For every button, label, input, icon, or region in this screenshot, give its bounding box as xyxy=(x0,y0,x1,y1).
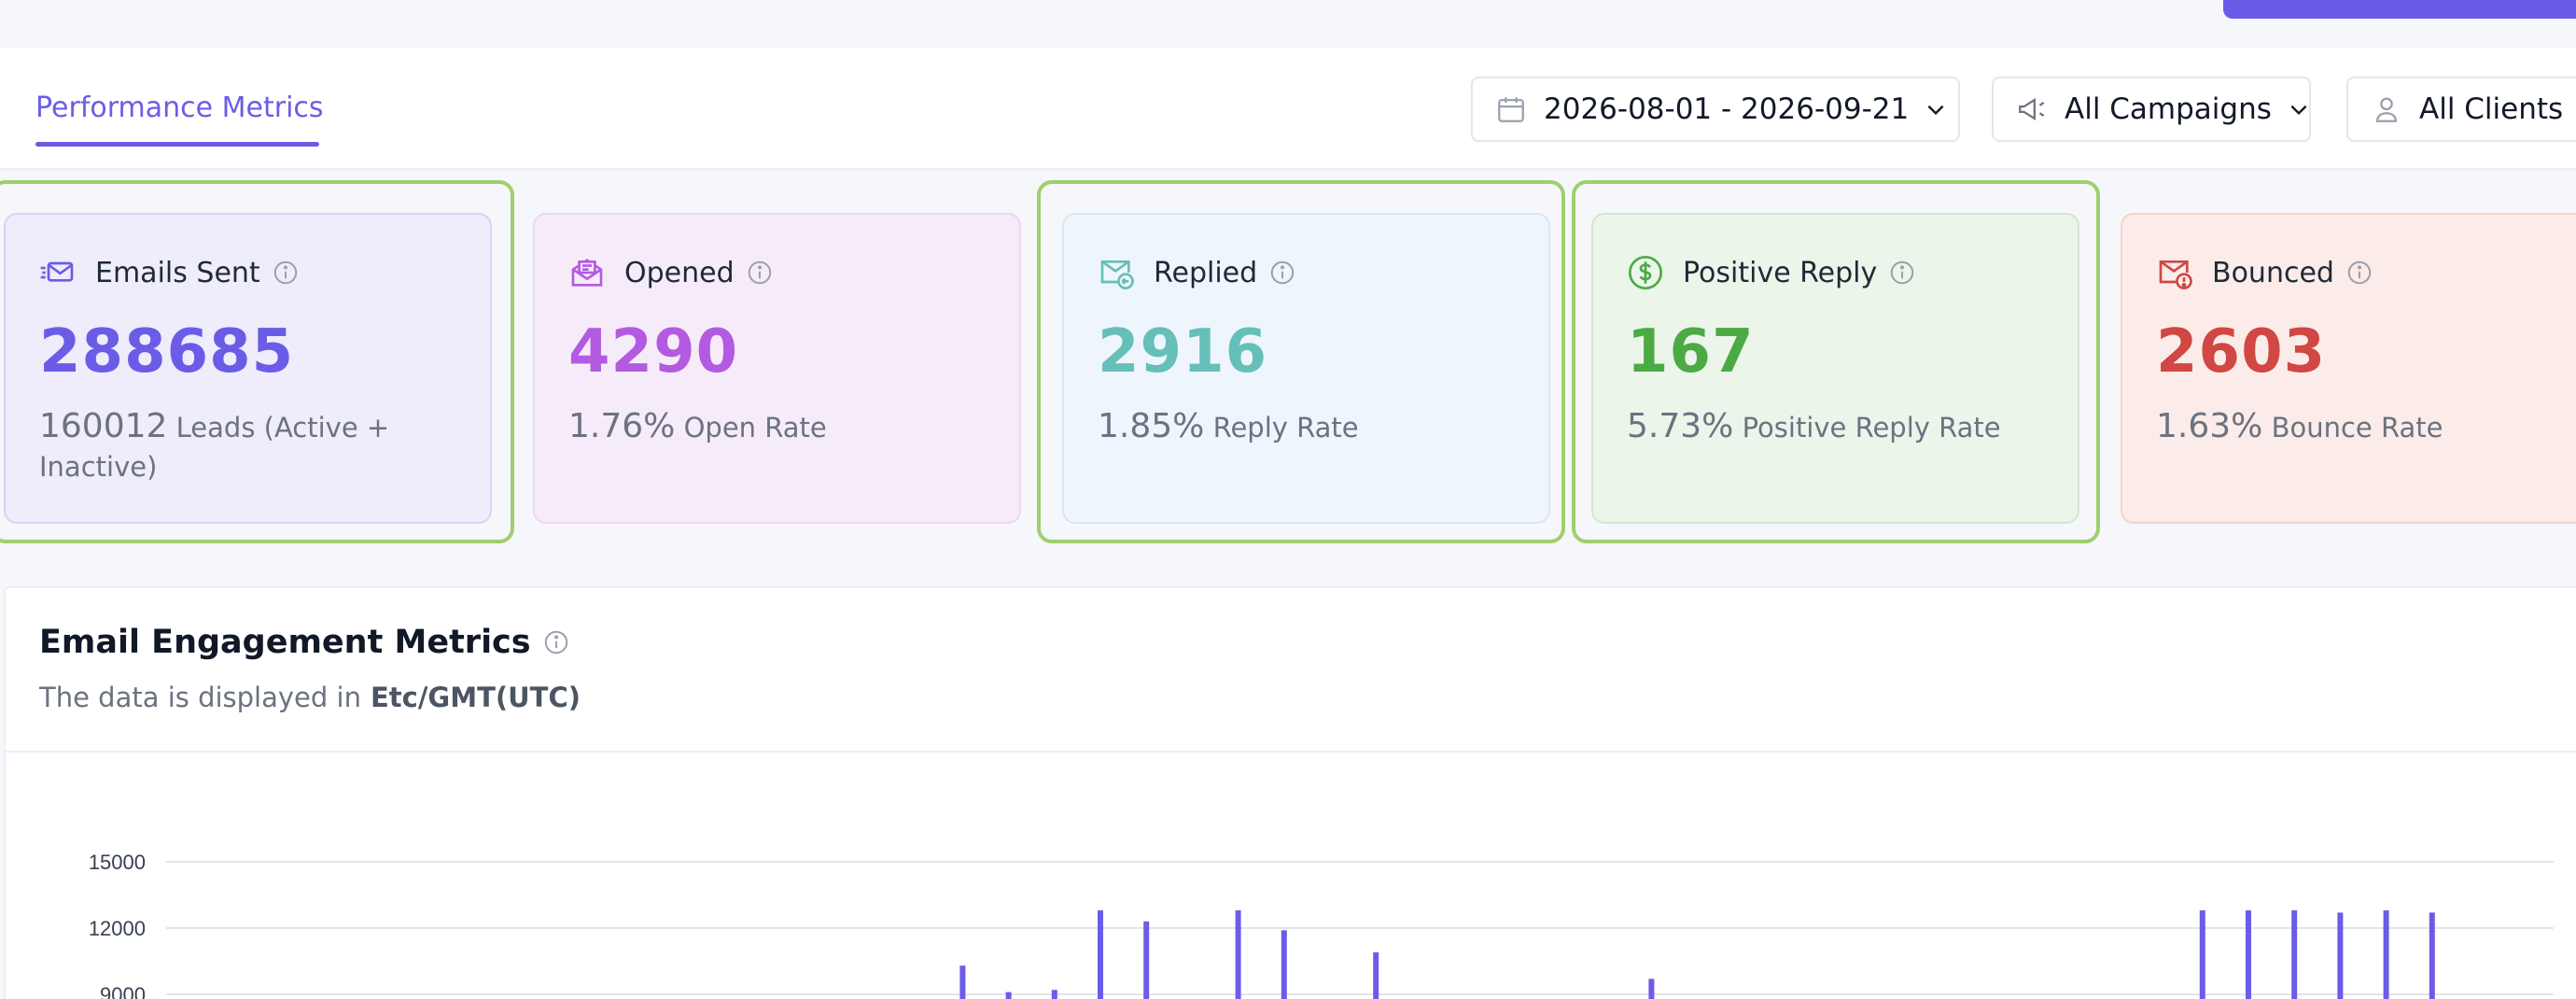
clients-filter[interactable]: All Clients xyxy=(2346,77,2576,142)
replied-card[interactable]: Replied 2916 1.85% Reply Rate xyxy=(1062,213,1550,524)
panel-title-text: Email Engagement Metrics xyxy=(39,624,531,661)
info-icon[interactable] xyxy=(1888,259,1916,287)
email-send-icon xyxy=(39,254,77,291)
info-icon[interactable] xyxy=(2345,259,2373,287)
chart-bar[interactable] xyxy=(1005,992,1012,999)
top-action-button[interactable] xyxy=(2223,0,2576,19)
chart-bar[interactable] xyxy=(1098,910,1103,999)
timezone-note: The data is displayed in Etc/GMT(UTC) xyxy=(39,682,581,713)
card-highlight-replied xyxy=(1037,180,1565,543)
chart-bar[interactable] xyxy=(1373,952,1379,999)
panel-divider xyxy=(6,751,2576,753)
card-subtext: 1.85% Reply Rate xyxy=(1098,407,1520,447)
card-title: Positive Reply xyxy=(1683,256,1878,289)
chart-bar[interactable] xyxy=(1051,990,1057,999)
card-value: 2916 xyxy=(1098,317,1268,387)
chart-bar[interactable] xyxy=(1235,910,1241,999)
chart-bar[interactable] xyxy=(2246,910,2251,999)
tab-performance-metrics[interactable]: Performance Metrics xyxy=(35,91,324,124)
card-sub-label: Positive Reply Rate xyxy=(1742,412,2001,443)
active-tab-indicator xyxy=(35,142,319,147)
timezone-prefix: The data is displayed in xyxy=(39,682,361,713)
card-sub-value: 1.63% xyxy=(2156,407,2263,445)
card-sub-label: Open Rate xyxy=(683,412,827,443)
card-value: 2603 xyxy=(2156,317,2327,387)
card-title: Bounced xyxy=(2212,256,2334,289)
card-highlight-positive-reply xyxy=(1572,180,2100,543)
chevron-down-icon xyxy=(2287,97,2311,121)
panel-title: Email Engagement Metrics xyxy=(39,624,570,661)
y-tick-label: 12000 xyxy=(89,917,146,940)
card-sub-value: 5.73% xyxy=(1627,407,1734,445)
email-alert-icon xyxy=(2156,254,2193,291)
card-subtext: 5.73% Positive Reply Rate xyxy=(1627,407,2050,447)
timezone-value: Etc/GMT(UTC) xyxy=(370,682,581,713)
email-reply-icon xyxy=(1098,254,1135,291)
card-sub-value: 1.85% xyxy=(1098,407,1205,445)
info-icon[interactable] xyxy=(272,259,300,287)
info-icon[interactable] xyxy=(1268,259,1296,287)
date-range-value: 2026-08-01 - 2026-09-21 xyxy=(1544,92,1910,126)
chart-bar[interactable] xyxy=(2199,910,2205,999)
card-sub-value: 1.76% xyxy=(568,407,676,445)
positive-reply-card[interactable]: Positive Reply 167 5.73% Positive Reply … xyxy=(1591,213,2079,524)
top-strip xyxy=(0,0,2576,49)
card-sub-value: 160012 xyxy=(39,407,168,445)
campaigns-value: All Campaigns xyxy=(2065,92,2272,126)
engagement-bar-chart: 15000 12000 9000 xyxy=(89,851,2554,999)
date-range-filter[interactable]: 2026-08-01 - 2026-09-21 xyxy=(1471,77,1960,142)
card-subtext: 1.76% Open Rate xyxy=(568,407,991,447)
toolbar: Performance Metrics 2026-08-01 - 2026-09… xyxy=(0,49,2576,170)
chart-bar[interactable] xyxy=(2291,910,2298,999)
card-highlight-emails-sent xyxy=(0,180,514,543)
chart-bar[interactable] xyxy=(1281,930,1287,999)
info-icon[interactable] xyxy=(746,259,774,287)
envelope-open-icon xyxy=(568,254,606,291)
y-tick-label: 15000 xyxy=(89,851,146,874)
info-icon[interactable] xyxy=(542,628,570,656)
email-engagement-panel: Email Engagement Metrics The data is dis… xyxy=(4,586,2576,999)
card-subtext: 1.63% Bounce Rate xyxy=(2156,407,2576,447)
chart-bar[interactable] xyxy=(2429,912,2435,999)
chart-bar[interactable] xyxy=(2337,912,2344,999)
card-value: 288685 xyxy=(39,317,295,387)
megaphone-icon xyxy=(2016,93,2048,125)
card-value: 167 xyxy=(1627,317,1755,387)
card-sub-label: Leads (Active + Inactive) xyxy=(39,412,390,483)
card-sub-label: Reply Rate xyxy=(1212,412,1359,443)
card-title: Emails Sent xyxy=(95,256,260,289)
chart-bar[interactable] xyxy=(1143,921,1150,999)
card-value: 4290 xyxy=(568,317,739,387)
dollar-circle-icon xyxy=(1627,254,1664,291)
y-tick-label: 9000 xyxy=(100,983,146,999)
opened-card[interactable]: Opened 4290 1.76% Open Rate xyxy=(533,213,1021,524)
chart-bar[interactable] xyxy=(959,965,966,999)
card-sub-label: Bounce Rate xyxy=(2271,412,2443,443)
bounced-card[interactable]: Bounced 2603 1.63% Bounce Rate xyxy=(2121,213,2576,524)
chevron-down-icon xyxy=(1924,97,1948,121)
calendar-icon xyxy=(1495,93,1527,125)
chart-bar[interactable] xyxy=(1648,978,1655,999)
emails-sent-card[interactable]: Emails Sent 288685 160012 Leads (Active … xyxy=(4,213,492,524)
user-icon xyxy=(2371,93,2402,125)
card-title: Replied xyxy=(1154,256,1258,289)
clients-value: All Clients xyxy=(2419,92,2564,126)
campaigns-filter[interactable]: All Campaigns xyxy=(1992,77,2311,142)
card-title: Opened xyxy=(624,256,735,289)
chart-bar[interactable] xyxy=(2383,910,2389,999)
card-subtext: 160012 Leads (Active + Inactive) xyxy=(39,407,462,486)
